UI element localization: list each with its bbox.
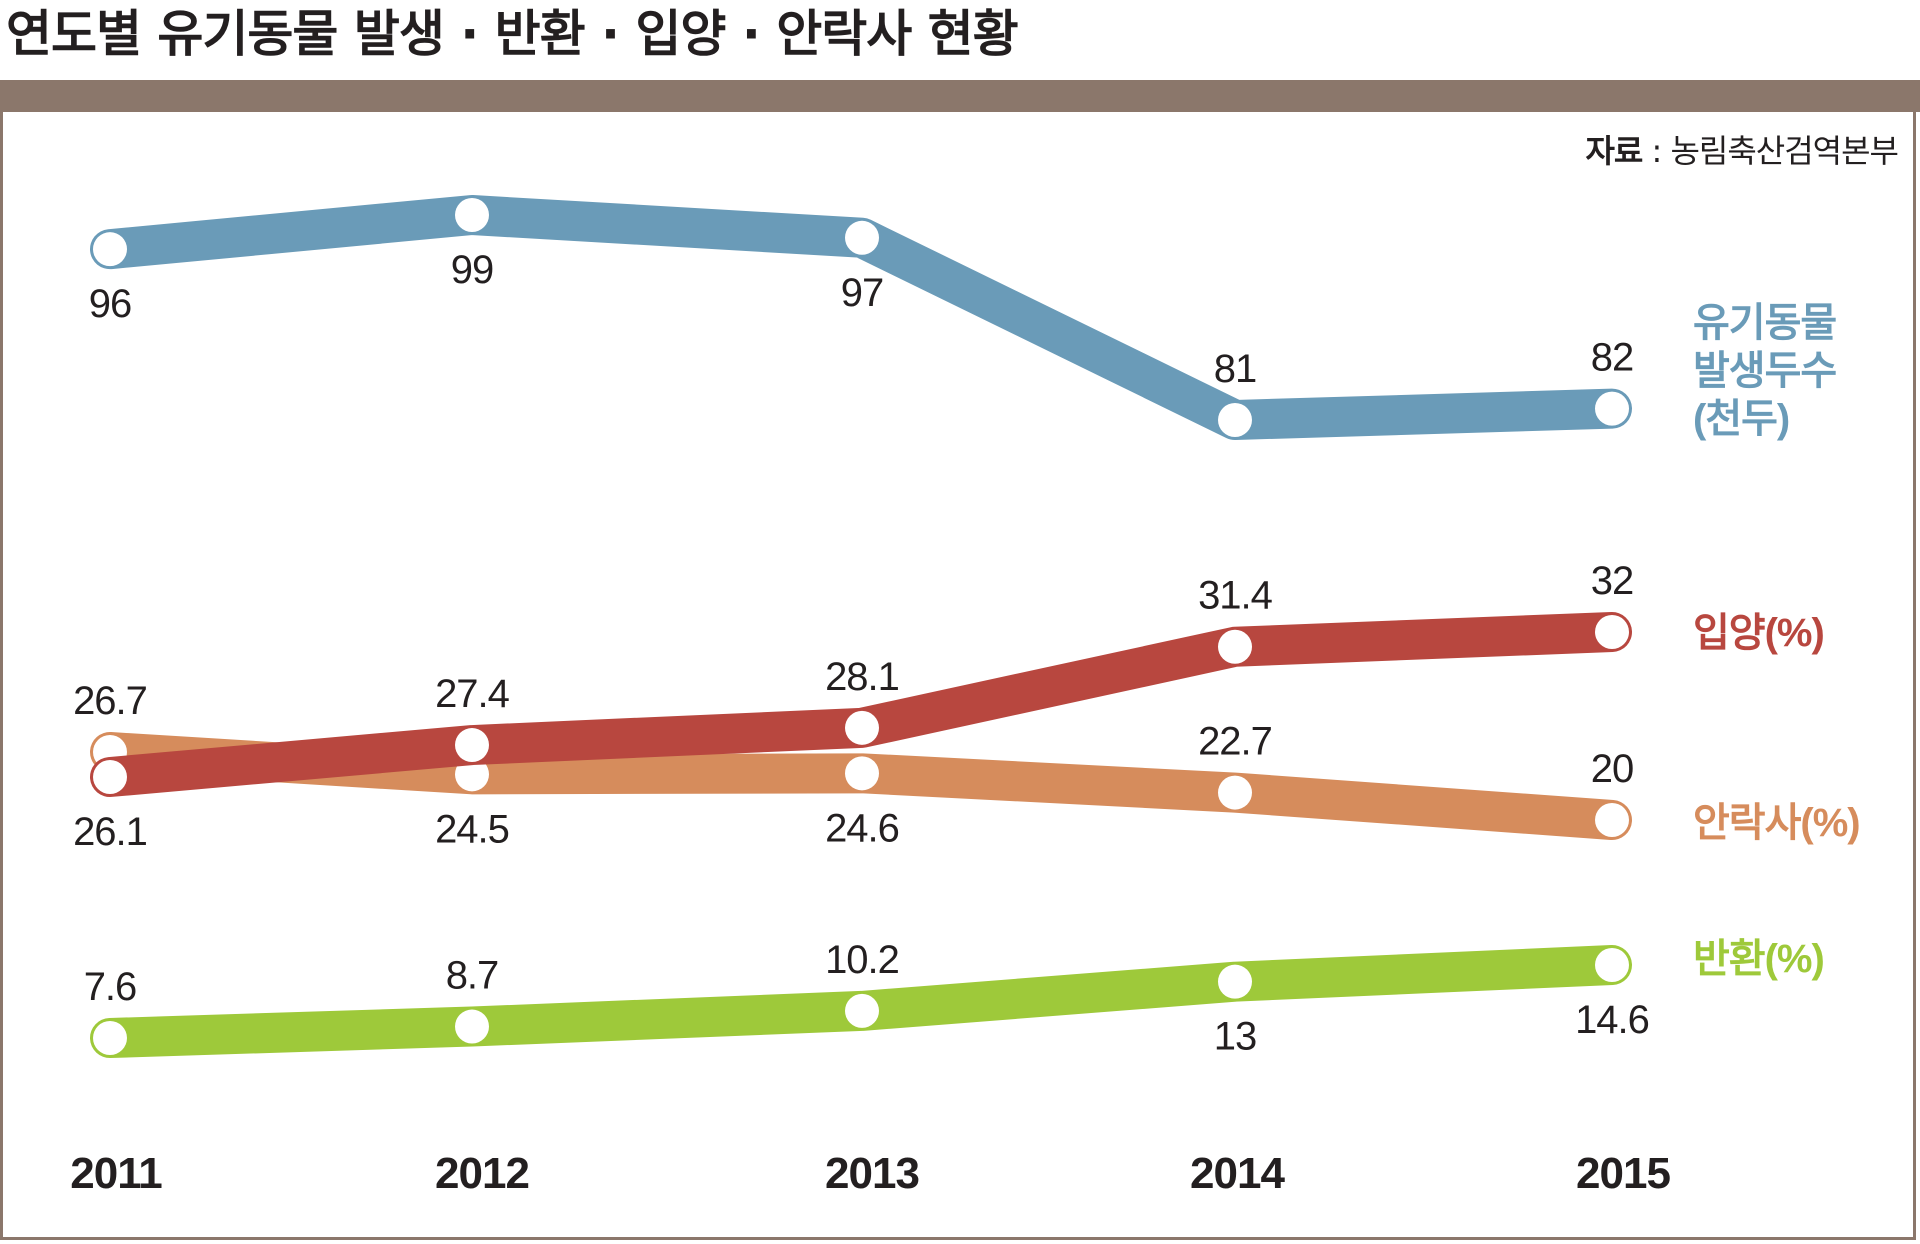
series-1 [90,195,1632,440]
source-text: 농림축산검역본부 [1670,132,1899,170]
data-point [455,198,489,232]
data-point [845,220,879,255]
title-divider-bar [0,80,1920,112]
x-tick-label: 2012 [435,1149,529,1198]
data-label: 28.1 [825,655,899,699]
data-label: 31.4 [1198,574,1273,618]
data-label: 82 [1591,336,1634,380]
source-note: 자료 : 농림축산검역본부 [1585,126,1899,172]
data-label: 96 [89,282,132,326]
chart-frame [0,112,1916,1240]
data-point [1595,948,1629,982]
data-label: 81 [1214,347,1257,391]
data-label: 10.2 [825,938,899,982]
x-tick-label: 2013 [825,1149,919,1198]
chart-title: 연도별 유기동물 발생 · 반환 · 입양 · 안락사 현황 [6,5,1019,63]
data-point [1218,775,1252,810]
legend-entry: 안락사(%) [1693,801,1861,845]
data-point [845,993,879,1028]
x-tick-label: 2015 [1576,1149,1670,1198]
legend-label: 입양(%) [1693,611,1824,655]
x-axis: 2011 2012 2013 2014 2015 [70,1149,1671,1198]
data-point [455,728,489,763]
data-point [1595,391,1629,426]
series-lines [90,195,1632,1058]
data-point [1595,803,1629,837]
data-point [1218,403,1252,437]
data-label: 26.7 [73,679,147,723]
legend-label: (천두) [1693,397,1789,441]
data-label: 14.6 [1575,998,1649,1042]
data-point [93,1021,127,1055]
legend-entry: 반환(%) [1693,937,1825,981]
data-point [93,760,127,794]
data-label: 24.5 [435,807,509,851]
data-point [1595,615,1629,649]
data-point [845,710,879,745]
data-label: 97 [841,271,884,315]
source-separator: : [1642,132,1671,170]
legend-entry: 입양(%) [1693,611,1825,655]
series-2 [90,612,1632,797]
legend-label: 반환(%) [1693,937,1824,981]
data-point [1218,629,1252,664]
legend-label: 유기동물 [1693,301,1836,345]
data-label: 8.7 [446,954,499,998]
data-label: 24.6 [825,806,899,850]
series-4 [90,945,1632,1058]
data-labels: 96 99 97 81 82 26.7 24.5 24.6 22.7 20 26.1 27.4 28.1… [73,248,1650,1059]
data-label: 20 [1591,747,1634,791]
data-label: 27.4 [435,672,510,716]
data-label: 26.1 [73,810,147,854]
x-tick-label: 2014 [1190,1149,1285,1198]
data-point [845,756,879,791]
source-label: 자료 [1585,132,1643,170]
data-label: 7.6 [84,965,137,1009]
data-label: 22.7 [1198,720,1272,764]
data-point [1218,964,1252,999]
data-point [455,1009,489,1044]
data-point [93,232,127,267]
legend-label: 발생두수 [1693,349,1836,393]
legend-label: 안락사(%) [1693,801,1860,845]
x-tick-label: 2011 [70,1149,162,1198]
data-label: 99 [451,248,494,292]
data-label: 32 [1591,559,1634,603]
data-label: 13 [1214,1015,1257,1059]
